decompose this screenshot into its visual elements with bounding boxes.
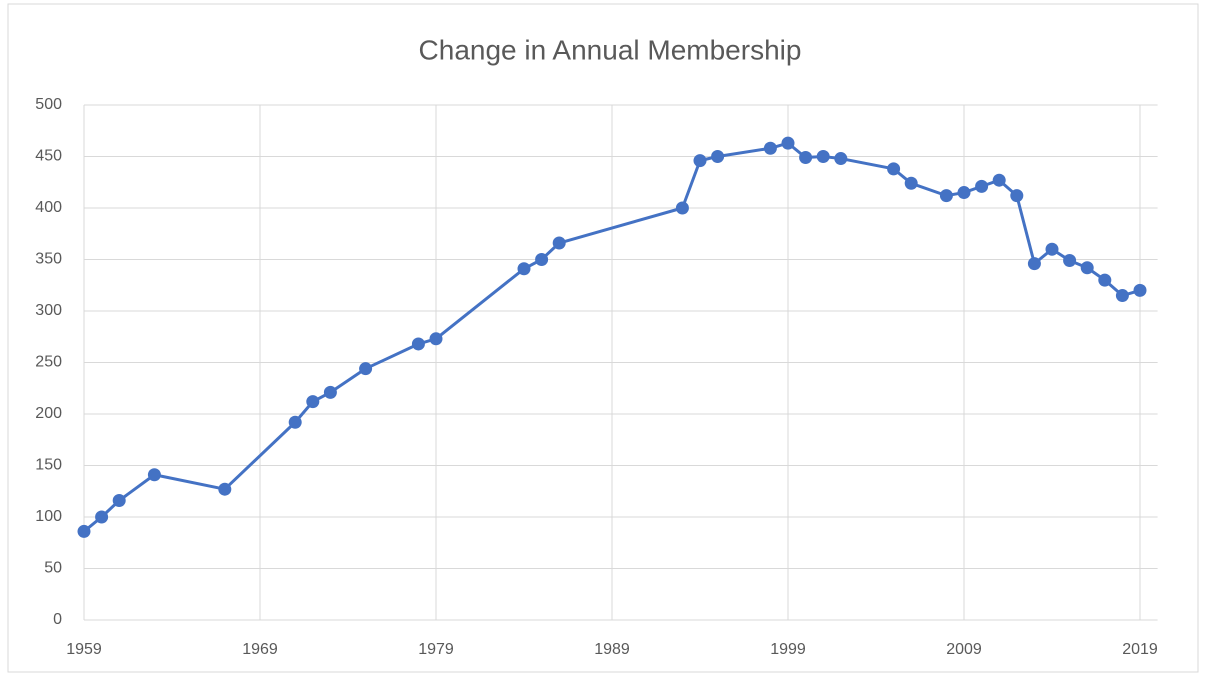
data-point xyxy=(1080,261,1094,275)
data-point xyxy=(939,189,953,203)
data-point xyxy=(147,468,161,482)
data-point xyxy=(77,524,91,538)
data-point xyxy=(429,332,443,346)
x-tick-label: 1999 xyxy=(770,641,806,658)
data-point xyxy=(763,141,777,155)
data-point xyxy=(799,151,813,165)
x-tick-label: 1969 xyxy=(242,641,278,658)
data-point xyxy=(535,253,549,266)
data-point xyxy=(834,152,848,166)
data-point xyxy=(112,494,126,508)
data-point xyxy=(781,136,795,150)
y-tick-label: 100 xyxy=(35,508,62,525)
x-tick-label: 2019 xyxy=(1122,641,1158,658)
y-tick-label: 500 xyxy=(35,96,62,113)
y-tick-label: 0 xyxy=(53,611,62,628)
y-tick-label: 300 xyxy=(35,302,62,319)
data-point xyxy=(517,262,531,276)
data-point xyxy=(323,385,337,399)
data-point xyxy=(887,162,901,176)
data-point xyxy=(95,510,109,524)
x-tick-label: 1959 xyxy=(66,641,102,658)
data-point xyxy=(359,362,373,376)
x-tick-label: 1979 xyxy=(418,641,454,658)
data-point xyxy=(957,186,971,200)
chart-border xyxy=(7,3,1199,673)
data-point xyxy=(1010,189,1024,203)
data-point xyxy=(552,236,566,250)
y-tick-label: 350 xyxy=(35,251,62,268)
data-point xyxy=(306,395,320,409)
data-point xyxy=(1115,289,1129,303)
y-tick-label: 50 xyxy=(44,560,62,577)
x-tick-label: 1989 xyxy=(594,641,630,658)
chart-title: Change in Annual Membership xyxy=(419,34,802,65)
data-point xyxy=(904,176,918,190)
y-tick-label: 400 xyxy=(35,199,62,216)
data-point xyxy=(1098,273,1112,287)
y-tick-label: 450 xyxy=(35,148,62,165)
x-tick-label: 2009 xyxy=(946,641,982,658)
data-point xyxy=(1027,257,1041,271)
y-tick-label: 200 xyxy=(35,405,62,422)
data-point xyxy=(992,173,1006,187)
data-point xyxy=(693,154,707,168)
data-point xyxy=(675,201,689,215)
data-point xyxy=(1045,242,1059,256)
data-point xyxy=(411,337,425,351)
data-point xyxy=(218,482,232,496)
y-tick-label: 150 xyxy=(35,457,62,474)
y-tick-label: 250 xyxy=(35,354,62,371)
data-point xyxy=(711,150,725,163)
data-point xyxy=(1063,254,1077,268)
data-point xyxy=(975,179,989,193)
data-point xyxy=(816,150,830,163)
data-point xyxy=(1133,283,1147,297)
data-point xyxy=(288,415,302,429)
